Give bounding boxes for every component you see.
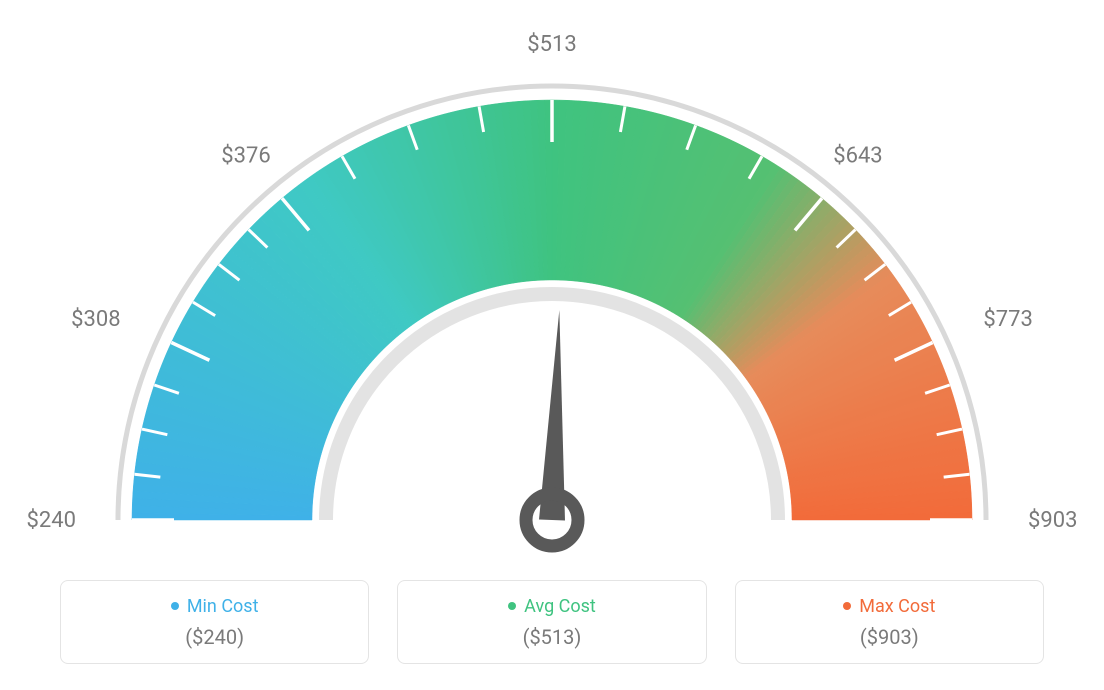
legend-label-max: Max Cost <box>859 596 935 617</box>
legend-value-max: ($903) <box>736 625 1043 649</box>
legend-value-min: ($240) <box>61 625 368 649</box>
svg-text:$513: $513 <box>527 32 576 57</box>
gauge-chart: $240 $308 $376 $513 $643 $773 $903 <box>0 0 1104 560</box>
legend-card-max: Max Cost ($903) <box>735 580 1044 664</box>
legend-card-min: Min Cost ($240) <box>60 580 369 664</box>
svg-text:$773: $773 <box>983 307 1032 332</box>
legend-label-min: Min Cost <box>187 596 259 617</box>
legend-title-avg: Avg Cost <box>508 596 596 617</box>
legend-card-avg: Avg Cost ($513) <box>397 580 706 664</box>
legend-label-avg: Avg Cost <box>524 596 596 617</box>
legend-row: Min Cost ($240) Avg Cost ($513) Max Cost… <box>0 580 1104 664</box>
svg-text:$308: $308 <box>71 307 120 332</box>
legend-dot-avg <box>508 602 516 610</box>
legend-title-min: Min Cost <box>171 596 259 617</box>
legend-dot-max <box>843 602 851 610</box>
svg-text:$903: $903 <box>1028 508 1077 533</box>
gauge-svg: $240 $308 $376 $513 $643 $773 $903 <box>0 0 1104 560</box>
legend-dot-min <box>171 602 179 610</box>
svg-text:$376: $376 <box>221 143 270 168</box>
svg-text:$240: $240 <box>27 508 76 533</box>
svg-text:$643: $643 <box>833 143 882 168</box>
legend-value-avg: ($513) <box>398 625 705 649</box>
legend-title-max: Max Cost <box>843 596 935 617</box>
